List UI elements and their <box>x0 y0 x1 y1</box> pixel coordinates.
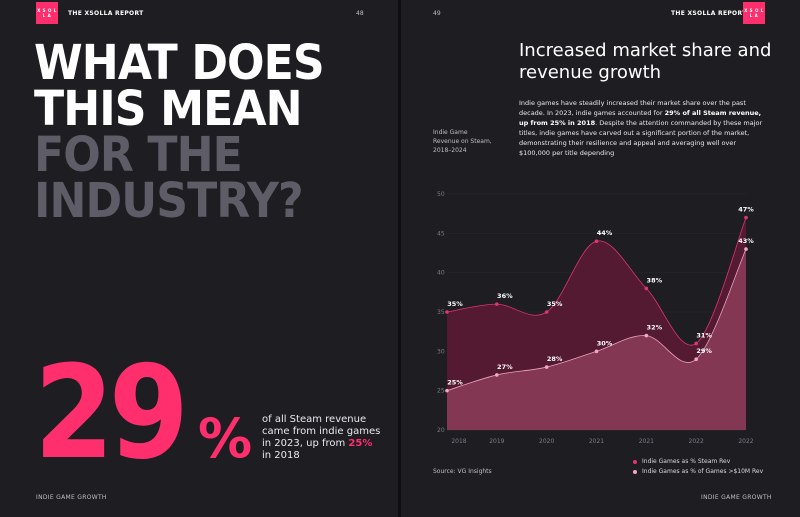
y-tick-label: 30 <box>437 348 445 355</box>
data-label: 38% <box>647 276 663 284</box>
legend-dot-icon <box>633 459 637 464</box>
heading-line: FOR THE <box>34 127 243 183</box>
page-number: 48 <box>356 10 364 17</box>
legend-label: Indie Games as % of Games >$10M Rev <box>642 468 764 475</box>
xsolla-logo: X S O L L A <box>36 2 58 24</box>
y-tick-label: 25 <box>437 388 445 395</box>
y-tick-label: 20 <box>437 427 445 434</box>
intro-text: Indie games have steadily increased thei… <box>519 99 746 117</box>
legend-item: Indie Games as % of Games >$10M Rev <box>633 468 763 475</box>
data-point <box>694 341 698 346</box>
y-tick-label: 50 <box>437 191 445 198</box>
book-spine <box>398 0 401 517</box>
data-point <box>744 247 748 251</box>
data-label: 29% <box>696 347 712 355</box>
revenue-area-chart: 20 25 30 35 40 45 50 25% 27% 28% 30% 32% 29% 43% 35% 36… <box>437 191 754 445</box>
legend-label: Indie Games as % Steam Rev <box>642 458 731 465</box>
x-tick-label: 2019 <box>489 438 504 445</box>
data-label: 35% <box>447 300 463 308</box>
xsolla-logo: X S O L L A <box>743 2 765 24</box>
y-tick-label: 45 <box>437 230 445 237</box>
data-label: 28% <box>547 355 563 363</box>
data-label: 30% <box>597 339 613 347</box>
stat-highlight: 25% <box>348 438 373 449</box>
y-tick-label: 35 <box>437 309 445 316</box>
stat-text-part: of all Steam revenue came from indie gam… <box>262 414 381 449</box>
series-area <box>447 249 746 430</box>
data-point <box>445 388 449 393</box>
data-point <box>495 302 499 306</box>
stat-description: of all Steam revenue came from indie gam… <box>262 414 382 462</box>
chart-source: Source: VG Insights <box>433 468 492 475</box>
data-label: 36% <box>497 292 513 300</box>
x-tick-label: 2021 <box>589 438 604 445</box>
heading-line: INDUSTRY? <box>34 173 304 229</box>
x-tick-label: 2018 <box>451 438 466 445</box>
legend-item: Indie Games as % Steam Rev <box>633 458 763 465</box>
heading-line: WHAT DOES <box>34 35 325 91</box>
report-title: THE XSOLLA REPORT <box>671 10 747 17</box>
x-tick-label: 2021 <box>639 438 654 445</box>
heading-line: THIS MEAN <box>34 81 303 137</box>
series-line <box>446 217 747 346</box>
data-label: 44% <box>597 229 613 237</box>
big-stat: 29 <box>34 339 189 488</box>
data-point <box>544 310 549 314</box>
right-page: 49 THE XSOLLA REPORT X S O L L A Increas… <box>401 0 800 517</box>
data-label: 35% <box>547 300 563 308</box>
data-point <box>744 215 748 220</box>
chart-side-label: Indie Game Revenue on Steam, 2018–2024 <box>433 129 492 154</box>
page-footer: INDIE GAME GROWTH <box>701 494 772 501</box>
data-point <box>644 286 649 291</box>
stat-text-part: in 2018 <box>262 450 300 461</box>
data-point <box>594 349 599 354</box>
data-label: 31% <box>696 331 712 339</box>
intro-bold: 29% of all Steam revenue, up from 25% in… <box>519 109 762 127</box>
x-tick-label: 2022 <box>738 438 753 445</box>
intro-text: . Despite the attention commanded by the… <box>519 119 763 157</box>
data-point <box>694 357 698 361</box>
intro-paragraph: Indie games have steadily increased thei… <box>519 98 769 158</box>
data-point <box>594 239 599 243</box>
left-page: X S O L L A THE XSOLLA REPORT 48 WHAT DO… <box>0 0 398 517</box>
chart-legend: Indie Games as % Steam Rev Indie Games a… <box>633 458 763 478</box>
legend-dot-icon <box>633 469 637 474</box>
data-label: 43% <box>738 237 754 245</box>
x-tick-label: 2022 <box>689 438 704 445</box>
big-stat-suffix: % <box>198 407 253 470</box>
data-label: 27% <box>497 363 513 371</box>
page-heading: WHAT DOES THIS MEAN FOR THE INDUSTRY? <box>34 35 338 229</box>
data-point <box>495 373 499 377</box>
page-footer: INDIE GAME GROWTH <box>36 494 107 501</box>
data-label: 47% <box>738 206 754 214</box>
data-label: 32% <box>647 324 663 332</box>
data-point <box>544 365 549 369</box>
section-title: Increased market share and revenue growt… <box>519 40 772 83</box>
data-point <box>445 310 449 314</box>
y-tick-label: 40 <box>437 270 445 277</box>
data-point <box>644 333 649 338</box>
data-label: 25% <box>447 379 463 387</box>
page-number: 49 <box>433 10 441 17</box>
x-tick-label: 2020 <box>539 438 554 445</box>
report-title: THE XSOLLA REPORT <box>68 10 144 17</box>
